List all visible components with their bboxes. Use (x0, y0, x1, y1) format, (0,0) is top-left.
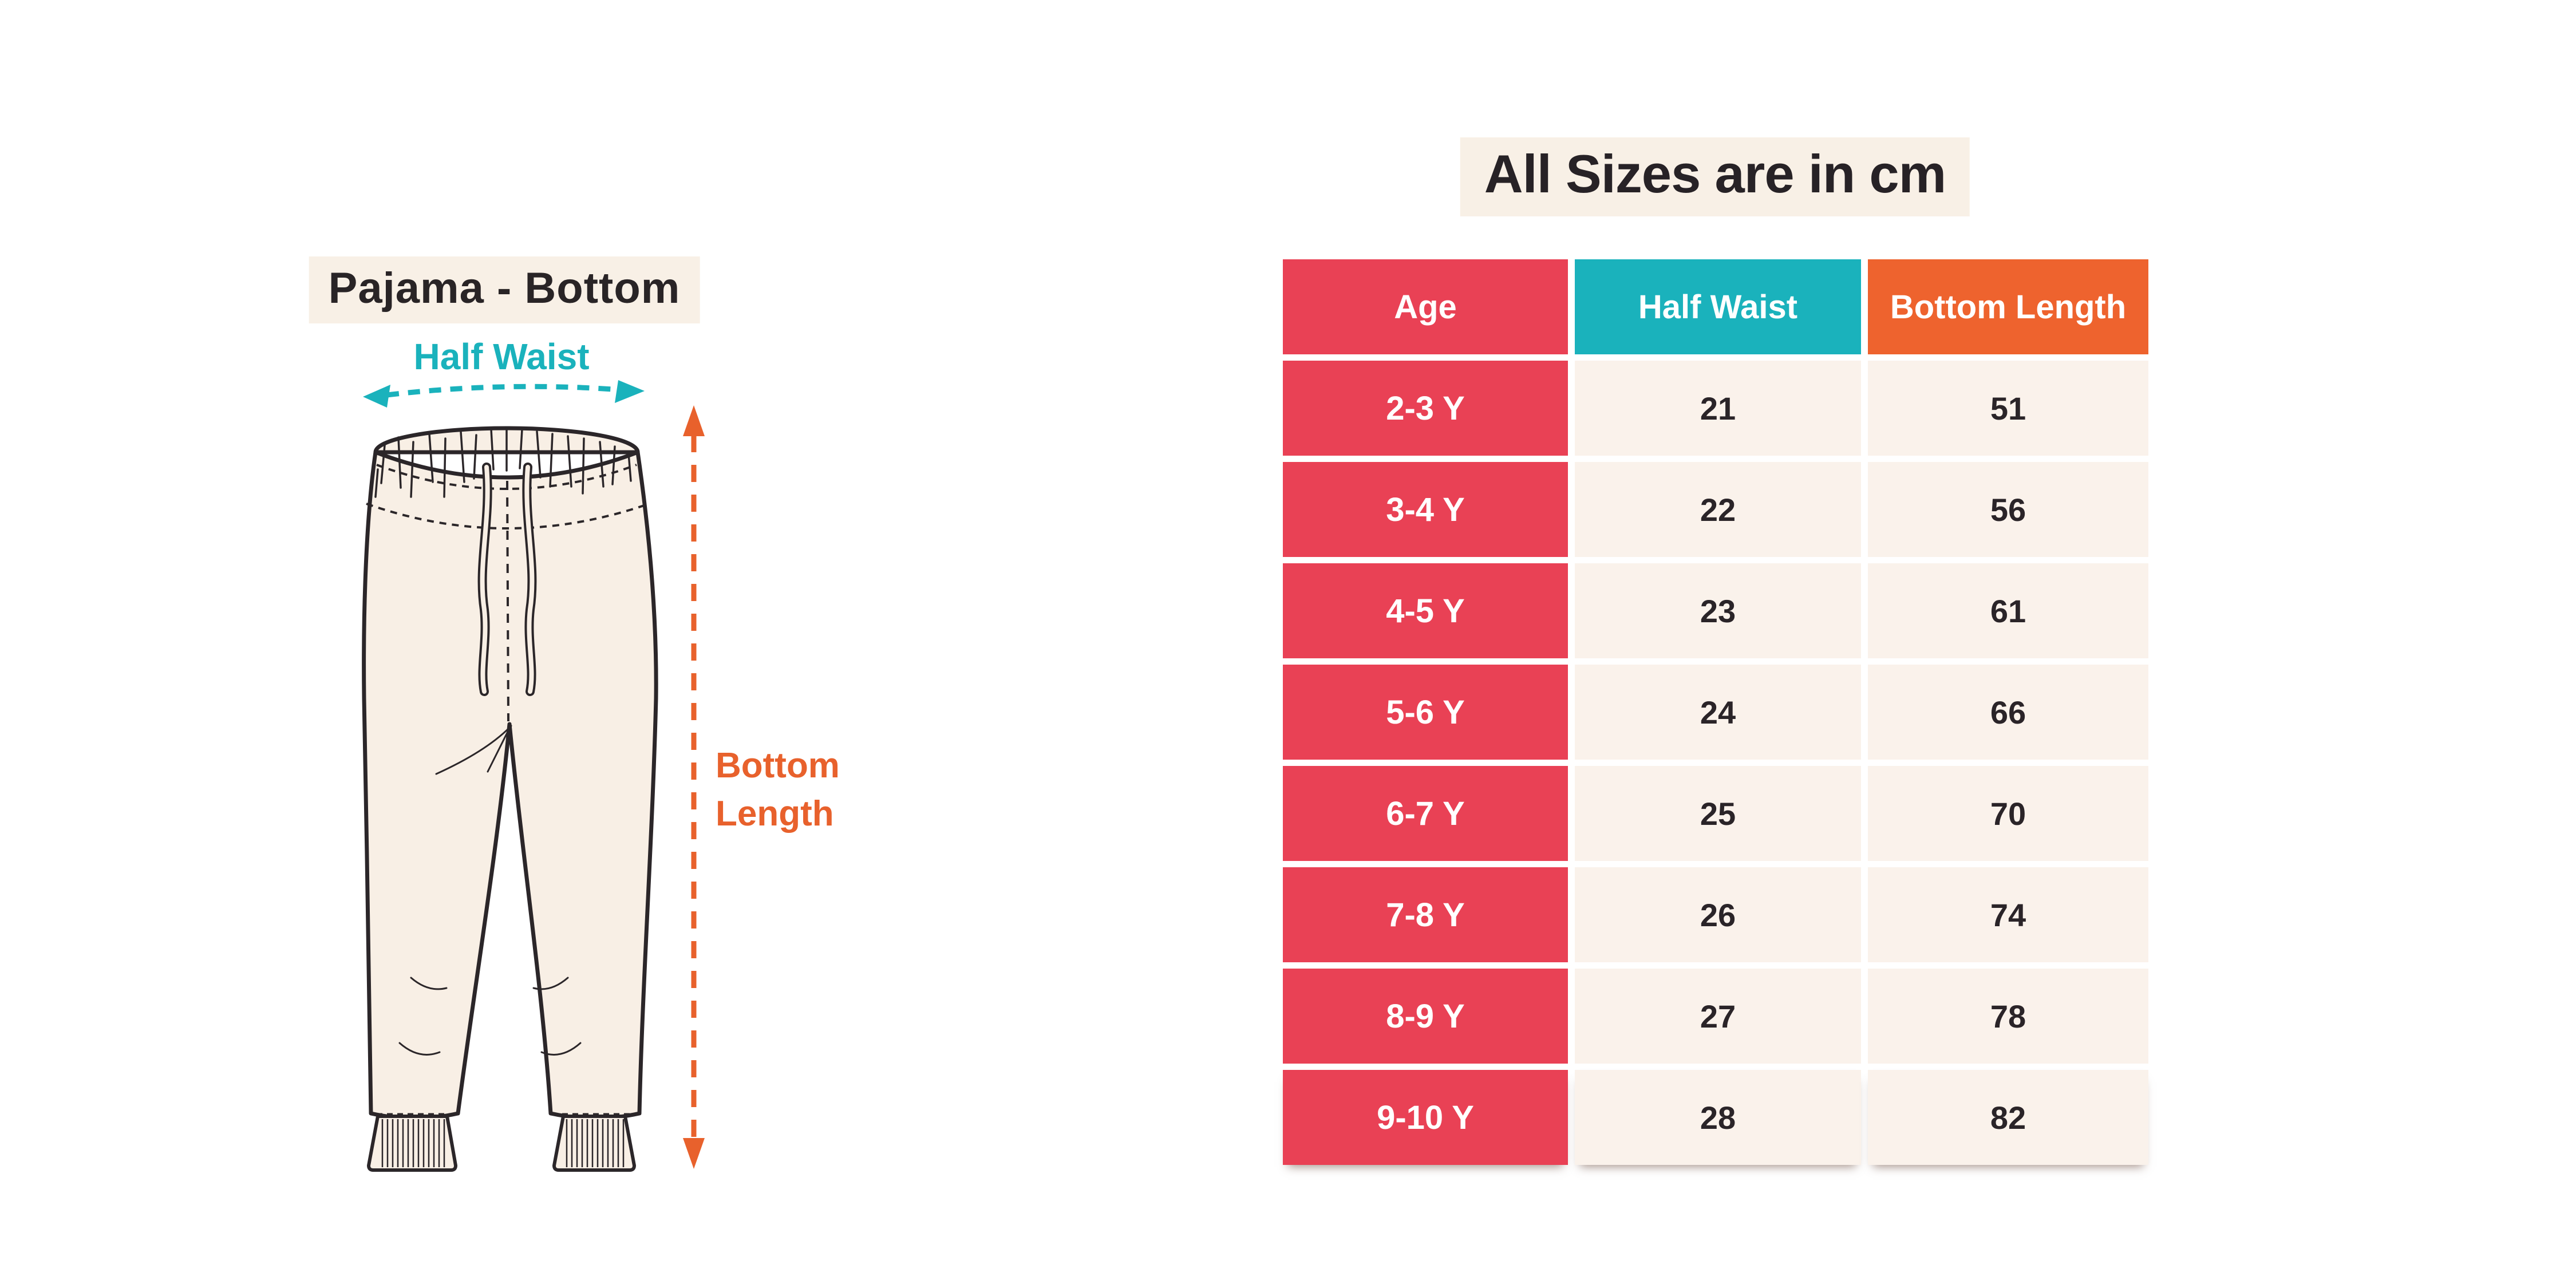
waistband-wrinkles (374, 427, 632, 498)
ribbed-cuffs (367, 1115, 636, 1172)
age-cell: 4-5 Y (1283, 563, 1568, 658)
half-waist-cell: 22 (1575, 462, 1861, 557)
half-waist-cell: 23 (1575, 563, 1861, 658)
bottom-length-cell: 56 (1868, 462, 2148, 557)
pants-body (362, 450, 658, 1120)
col-header-bottom-length: Bottom Length (1868, 259, 2148, 354)
center-seam (506, 480, 509, 722)
half-waist-cell: 26 (1575, 867, 1861, 962)
age-cell: 9-10 Y (1283, 1070, 1568, 1165)
bottom-length-cell: 78 (1868, 969, 2148, 1064)
arrowhead-left-icon (363, 385, 390, 408)
size-table: Age Half Waist Bottom Length 2-3 Y 21 51… (1283, 259, 2148, 1165)
half-waist-cell: 24 (1575, 665, 1861, 760)
age-cell: 3-4 Y (1283, 462, 1568, 557)
bottom-length-cell: 61 (1868, 563, 2148, 658)
half-waist-cell: 25 (1575, 766, 1861, 861)
age-cell: 7-8 Y (1283, 867, 1568, 962)
half-waist-cell: 21 (1575, 361, 1861, 456)
bottom-length-cell: 70 (1868, 766, 2148, 861)
col-header-age: Age (1283, 259, 1568, 354)
drawstring-cords (477, 463, 537, 696)
pajama-pants-sketch (362, 426, 658, 1172)
arrowhead-up-icon (683, 405, 705, 436)
col-header-half-waist: Half Waist (1575, 259, 1861, 354)
bottom-length-label: Bottom Length (716, 746, 840, 834)
bottom-length-cell: 66 (1868, 665, 2148, 760)
half-waist-measure-arrow-icon (363, 380, 645, 408)
pajama-bottom-title: Pajama - Bottom (309, 256, 700, 323)
arrowhead-down-icon (683, 1138, 705, 1169)
age-cell: 6-7 Y (1283, 766, 1568, 861)
waistband-stitch-top (376, 464, 637, 490)
half-waist-cell: 27 (1575, 969, 1861, 1064)
waistband-stitch-bottom (366, 503, 650, 530)
age-cell: 8-9 Y (1283, 969, 1568, 1064)
bottom-length-cell: 51 (1868, 361, 2148, 456)
age-cell: 5-6 Y (1283, 665, 1568, 760)
half-waist-label: Half Waist (413, 336, 590, 377)
bottom-length-measure-arrow-icon (683, 405, 705, 1169)
table-title: All Sizes are in cm (1460, 137, 1970, 216)
bottom-length-cell: 82 (1868, 1070, 2148, 1165)
arrowhead-right-icon (615, 380, 645, 403)
half-waist-cell: 28 (1575, 1070, 1861, 1165)
leg-wrinkles (398, 977, 582, 1056)
bottom-length-cell: 74 (1868, 867, 2148, 962)
crotch-strokes (435, 725, 512, 775)
half-waist-dashed-line (386, 384, 621, 398)
age-cell: 2-3 Y (1283, 361, 1568, 456)
